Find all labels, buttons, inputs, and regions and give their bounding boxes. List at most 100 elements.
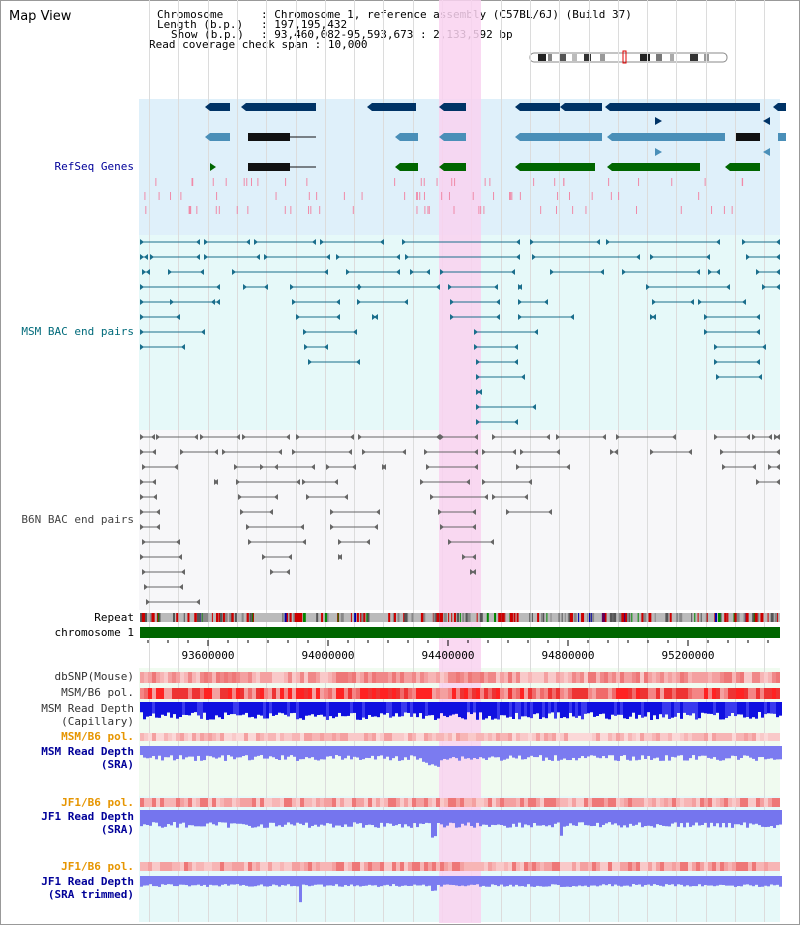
refseq-minor-mark xyxy=(636,206,638,214)
msm-sra-depth-bar xyxy=(596,746,599,758)
track-label-msm-b6-pol[interactable]: MSM/B6 pol. xyxy=(61,686,134,699)
msm-bac-pair-end-arrow xyxy=(324,269,328,275)
msm-sra-depth-bar xyxy=(764,746,767,760)
repeat-element xyxy=(727,613,729,622)
b6n-bac-pair-end-arrow xyxy=(482,449,486,455)
track-label-msm-b6-pol-2[interactable]: MSM/B6 pol. xyxy=(61,730,134,743)
track-label-b6n-bac[interactable]: B6N BAC end pairs xyxy=(21,513,134,526)
track-label-jf1-depth[interactable]: JF1 Read Depth (SRA) xyxy=(10,810,134,836)
capillary-depth-bar xyxy=(143,702,146,720)
repeat-element xyxy=(221,613,225,622)
variation-depth-tracks[interactable] xyxy=(140,672,782,903)
track-label-jf1-b6-pol-2[interactable]: JF1/B6 pol. xyxy=(61,860,134,873)
gene-strand-arrow xyxy=(439,103,444,111)
jf1-b6-pol-cell xyxy=(552,798,556,807)
refseq-minor-mark xyxy=(540,206,542,214)
jf1-sra-depth-bar xyxy=(191,810,194,826)
msm-sra-depth-bar xyxy=(773,746,776,760)
msm-sra-depth-bar xyxy=(470,746,473,760)
msm-bac-track[interactable] xyxy=(140,239,780,425)
repeat-element xyxy=(229,613,232,622)
refseq-minor-mark xyxy=(212,178,214,186)
dbsnp-cell xyxy=(296,672,300,683)
chromosome-bar[interactable] xyxy=(140,627,780,638)
capillary-depth-bar xyxy=(380,702,383,714)
jf1-b6-pol-cell xyxy=(396,798,400,807)
msm-bac-pair-end-arrow xyxy=(570,314,574,320)
dbsnp-cell xyxy=(524,672,528,683)
jf1-b6-pol-cell xyxy=(528,798,532,807)
jf1-b6-pol-cell xyxy=(712,798,716,807)
jf1-trimmed-depth-bar xyxy=(395,876,398,886)
msm-b6-pol-cell xyxy=(292,688,296,699)
jf1-b6-pol-cell xyxy=(488,798,492,807)
b6n-bac-pair-end-arrow xyxy=(440,524,444,530)
jf1-sra-depth-bar xyxy=(539,810,542,826)
msm-b6-pol-sra-cell xyxy=(700,733,704,741)
repeat-element xyxy=(211,613,213,622)
jf1-trimmed-depth-bar xyxy=(167,876,170,885)
dbsnp-cell xyxy=(404,672,408,683)
track-label-msm-depth-capillary[interactable]: MSM Read Depth (Capillary) xyxy=(10,702,134,728)
msm-b6-pol-sra-cell xyxy=(440,733,444,741)
dbsnp-cell xyxy=(344,672,348,683)
msm-b6-pol-sra-cell xyxy=(272,733,276,741)
jf1-sra-depth-bar xyxy=(200,810,203,827)
msm-sra-depth-bar xyxy=(233,746,236,760)
track-label-msm-bac[interactable]: MSM BAC end pairs xyxy=(21,325,134,338)
jf1-trimmed-depth-bar xyxy=(158,876,161,887)
msm-sra-depth-bar xyxy=(308,746,311,759)
msm-b6-pol-cell xyxy=(248,688,252,699)
dbsnp-cell xyxy=(640,672,644,683)
jf1-sra-depth-bar xyxy=(281,810,284,827)
jf1-trimmed-depth-bar xyxy=(650,876,653,886)
track-label-jf1-b6-pol[interactable]: JF1/B6 pol. xyxy=(61,796,134,809)
track-label-repeat[interactable]: Repeat xyxy=(94,611,134,624)
jf1-b6-pol-cell xyxy=(616,798,620,807)
msm-sra-depth-bar xyxy=(755,746,758,761)
msm-sra-depth-bar xyxy=(179,746,182,756)
info-chromosome-key: Chromosome xyxy=(157,8,224,21)
b6n-bac-pair-end-arrow xyxy=(286,434,290,440)
dbsnp-cell xyxy=(728,672,732,683)
track-label-msm-depth-sra[interactable]: MSM Read Depth (SRA) xyxy=(10,745,134,771)
dbsnp-cell xyxy=(280,672,284,683)
msm-sra-depth-bar xyxy=(689,746,692,759)
capillary-depth-bar xyxy=(746,702,749,718)
refseq-genes-track[interactable] xyxy=(144,103,786,214)
gene-block xyxy=(565,103,602,111)
jf1-sra-depth-bar xyxy=(536,810,539,826)
jf1-trimmed-depth-bar xyxy=(761,876,764,887)
dbsnp-cell xyxy=(520,672,524,683)
selected-region-highlight[interactable] xyxy=(439,0,481,923)
track-label-jf1-depth-trimmed[interactable]: JF1 Read Depth (SRA trimmed) xyxy=(10,875,134,901)
b6n-bac-track[interactable] xyxy=(140,434,780,605)
msm-sra-depth-bar xyxy=(155,746,158,760)
jf1-sra-depth-bar xyxy=(758,810,761,826)
jf1-sra-depth-bar xyxy=(236,810,239,824)
jf1-b6-pol-2-cell xyxy=(172,862,176,871)
capillary-depth-bar xyxy=(689,702,692,716)
jf1-b6-pol-cell xyxy=(356,798,360,807)
msm-b6-pol-cell xyxy=(372,688,376,699)
jf1-b6-pol-cell xyxy=(644,798,648,807)
track-label-dbsnp[interactable]: dbSNP(Mouse) xyxy=(54,670,134,683)
jf1-trimmed-depth-bar xyxy=(569,876,572,887)
jf1-b6-pol-2-cell xyxy=(288,862,292,871)
msm-sra-depth-bar xyxy=(302,746,305,760)
msm-b6-pol-sra-cell xyxy=(580,733,584,741)
repeat-element xyxy=(706,613,708,622)
jf1-sra-depth-bar xyxy=(710,810,713,823)
jf1-b6-pol-2-cell xyxy=(300,862,304,871)
refseq-minor-mark xyxy=(483,206,485,214)
msm-b6-pol-cell xyxy=(716,688,720,699)
jf1-sra-depth-bar xyxy=(290,810,293,825)
msm-sra-depth-bar xyxy=(746,746,749,756)
msm-b6-pol-sra-cell xyxy=(556,733,560,741)
msm-bac-pair-end-arrow xyxy=(716,374,720,380)
track-label-refseq[interactable]: RefSeq Genes xyxy=(54,160,134,173)
msm-b6-pol-cell xyxy=(672,688,676,699)
repeat-track[interactable] xyxy=(140,613,780,622)
jf1-sra-depth-bar xyxy=(680,810,683,824)
